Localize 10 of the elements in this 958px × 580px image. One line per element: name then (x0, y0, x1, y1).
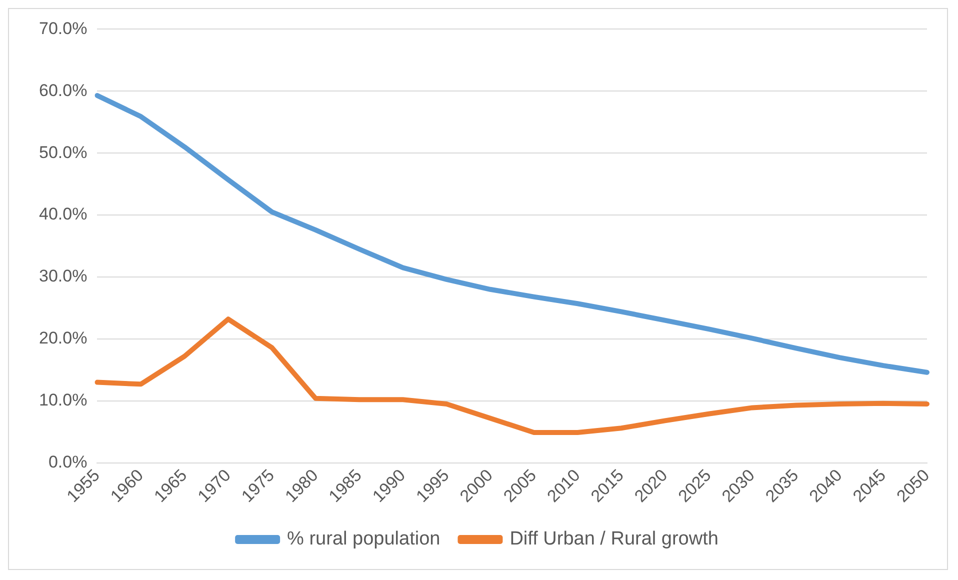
y-tick-label: 40.0% (39, 204, 88, 224)
y-tick-label: 20.0% (39, 328, 88, 348)
y-tick-label: 50.0% (39, 142, 88, 162)
y-tick-label: 30.0% (39, 266, 88, 286)
legend-label: Diff Urban / Rural growth (510, 528, 718, 550)
legend-label: % rural population (287, 528, 440, 550)
y-tick-label: 0.0% (48, 452, 88, 472)
y-tick-label: 70.0% (39, 18, 88, 38)
y-tick-label: 60.0% (39, 80, 88, 100)
y-tick-label: 10.0% (39, 390, 88, 410)
